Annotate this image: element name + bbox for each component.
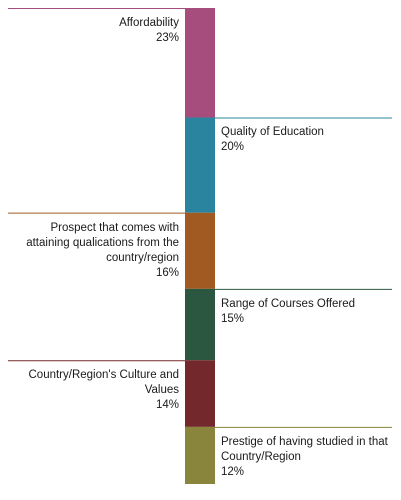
- segment-value-label: 16%: [155, 266, 179, 279]
- segment-value-label: 23%: [155, 32, 179, 44]
- bar-segment-1: [185, 117, 215, 213]
- segment-value-label: 12%: [221, 465, 245, 478]
- bar-segment-2: [185, 212, 215, 289]
- segment-label-0: Affordability 23%: [7, 16, 179, 46]
- segment-value-label: 14%: [155, 399, 179, 412]
- bar-segment-5: [185, 426, 215, 484]
- segment-label-5: Prestige of having studied in that Count…: [221, 435, 391, 480]
- segment-category-label: Prestige of having studied in that Count…: [221, 435, 388, 463]
- bar-segment-4: [185, 360, 215, 427]
- segment-label-3: Range of Courses Offered 15%: [221, 297, 391, 327]
- segment-category-label: Quality of Education: [221, 126, 324, 139]
- segment-label-4: Country/Region's Culture and Values 14%: [7, 368, 180, 413]
- segment-category-label: Prospect that comes with attaining quali…: [26, 221, 179, 264]
- bar-segment-3: [185, 288, 215, 361]
- segment-value-label: 20%: [221, 141, 245, 154]
- segment-label-1: Quality of Education 20%: [221, 125, 391, 155]
- bar-segment-0: [185, 8, 215, 118]
- segment-category-label: Range of Courses Offered: [221, 297, 356, 310]
- segment-label-2: Prospect that comes with attaining quali…: [7, 221, 179, 281]
- segment-value-label: 15%: [221, 312, 245, 325]
- segment-category-label: Country/Region's Culture and Values: [28, 369, 180, 397]
- segment-category-label: Affordability: [119, 17, 179, 29]
